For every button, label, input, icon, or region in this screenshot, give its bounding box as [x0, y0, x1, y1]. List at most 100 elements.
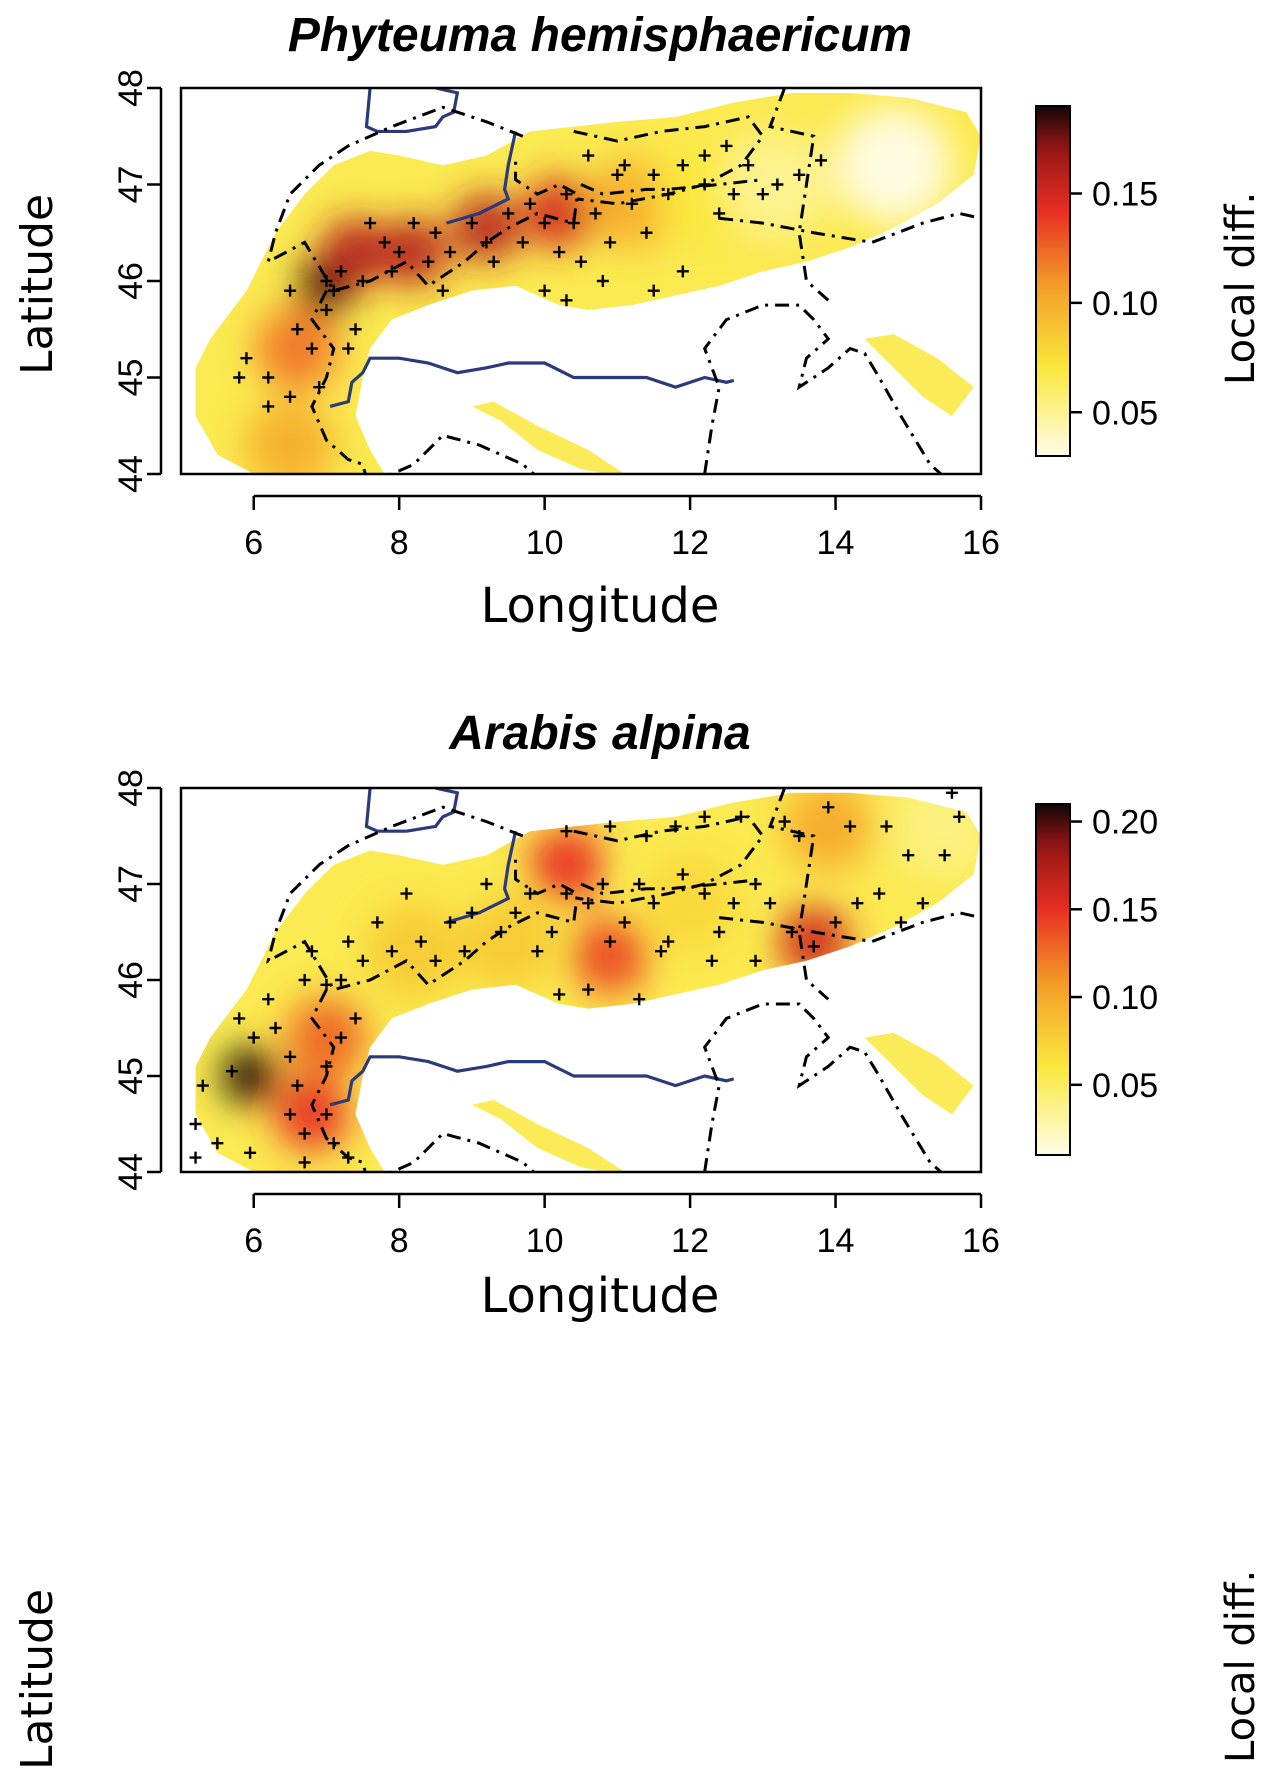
y-tick-label: 48: [112, 769, 150, 807]
heat-hotspot: [366, 903, 462, 999]
heat-hotspot: [321, 218, 390, 286]
sample-site-marker: [313, 381, 326, 394]
sample-site-marker: [844, 820, 857, 833]
x-tick-label: 8: [390, 1222, 409, 1260]
sample-site-marker: [793, 168, 806, 181]
sample-site-marker: [269, 1022, 282, 1034]
sample-site-marker: [335, 1031, 347, 1044]
solid-boundary-lake: [446, 830, 518, 924]
sample-site-marker: [244, 1146, 257, 1159]
sample-site-marker: [211, 1137, 224, 1150]
sample-site-marker: [604, 820, 617, 833]
sample-site-marker: [298, 1156, 311, 1169]
dashed-boundary-slovenia: [719, 911, 981, 944]
y-tick-label: 44: [112, 1153, 150, 1191]
heat-hotspot: [571, 917, 649, 995]
sample-site-marker: [189, 1151, 202, 1164]
sample-site-marker: [502, 207, 515, 220]
x-tick-label: 14: [817, 1222, 855, 1260]
dashed-boundary-south: [388, 433, 536, 474]
sample-site-marker: [582, 897, 595, 910]
sample-site-marker: [640, 226, 653, 239]
sample-site-marker: [524, 887, 537, 900]
panel-title: Phyteuma hemisphaericum: [287, 9, 913, 62]
y-tick-label: 47: [112, 166, 150, 204]
colorbar-tick-label: 0.05: [1092, 394, 1158, 432]
dashed-boundary-swiss: [265, 105, 579, 293]
sample-site-marker: [676, 868, 689, 881]
sample-site-marker: [742, 159, 755, 172]
heat-hotspot: [380, 218, 448, 286]
sample-site-marker: [895, 916, 907, 929]
x-tick-label: 6: [244, 524, 263, 562]
y-tick-label: 46: [112, 961, 150, 999]
sample-site-marker: [953, 810, 966, 823]
sample-site-marker: [676, 265, 689, 278]
sample-site-marker: [582, 149, 595, 162]
sample-site-marker: [778, 815, 791, 828]
sample-site-marker: [342, 1151, 355, 1164]
y-tick-label: 46: [112, 262, 150, 300]
sample-site-marker: [698, 810, 711, 823]
sample-site-marker: [233, 371, 246, 384]
sample-site-marker: [371, 916, 384, 929]
sample-site-marker: [196, 1079, 209, 1092]
sample-site-marker: [429, 226, 442, 239]
heat-hotspot: [274, 1077, 349, 1152]
sample-site-marker: [785, 926, 798, 938]
sample-site-marker: [676, 159, 689, 172]
sample-site-marker: [589, 207, 602, 220]
heat-hotspot: [460, 894, 556, 990]
sample-site-marker: [662, 188, 675, 201]
x-tick-label: 12: [671, 1222, 709, 1260]
sample-site-marker: [749, 878, 762, 890]
sample-site-marker: [735, 810, 747, 823]
panel-phyteuma: Phyteuma hemisphaericum Latitude Longitu…: [0, 0, 1275, 660]
sample-site-marker: [335, 265, 347, 278]
sample-site-marker: [662, 935, 675, 948]
sample-site-marker: [444, 916, 457, 929]
sample-site-marker: [385, 265, 398, 278]
heat-hotspot: [835, 107, 952, 224]
sample-site-marker: [880, 820, 893, 833]
dashed-boundary-croatia: [702, 303, 944, 474]
plot-frame: [179, 786, 983, 1174]
sample-site-marker: [298, 974, 311, 986]
sample-sites: [233, 139, 827, 413]
dashed-boundary-croatia: [702, 1002, 944, 1172]
x-axis-label: Longitude: [480, 1268, 720, 1324]
heat-island: [864, 334, 974, 417]
sample-site-marker: [407, 217, 420, 230]
sample-site-marker: [436, 284, 449, 297]
panel-title: Arabis alpina: [449, 707, 751, 760]
colorbar: [1035, 105, 1071, 457]
sample-site-marker: [560, 188, 573, 201]
sample-site-marker: [444, 246, 457, 259]
sample-site-marker: [902, 849, 915, 862]
sample-site-marker: [756, 188, 769, 201]
sample-site-marker: [284, 1108, 297, 1121]
sample-site-marker: [385, 945, 398, 958]
sample-site-marker: [604, 935, 617, 948]
sample-site-marker: [284, 1050, 297, 1063]
sample-site-marker: [364, 217, 377, 230]
sample-site-marker: [480, 878, 493, 890]
sample-site-marker: [771, 178, 784, 191]
colorbar-tick-label: 0.05: [1092, 1067, 1158, 1105]
map-plot: 6 8 10 12 14 16 44 45 46 47 48 0.05 0.10 0.15 0.20: [112, 769, 1158, 1260]
heat-hotspot: [783, 792, 873, 871]
sample-site-marker: [327, 1137, 340, 1150]
sample-site-marker: [873, 887, 886, 900]
sample-site-marker: [647, 168, 660, 181]
sample-site-marker: [669, 820, 682, 833]
sample-site-marker: [713, 926, 726, 938]
x-tick-label: 10: [526, 524, 564, 562]
dashed-boundary-italy-france: [310, 988, 367, 1172]
sample-site-marker: [596, 878, 609, 890]
sample-site-marker: [313, 1176, 325, 1188]
sample-site-marker: [938, 849, 951, 862]
sample-site-marker: [727, 897, 740, 910]
sample-site-marker: [727, 188, 740, 201]
sample-site-marker: [262, 371, 275, 384]
sample-site-marker: [291, 323, 304, 336]
